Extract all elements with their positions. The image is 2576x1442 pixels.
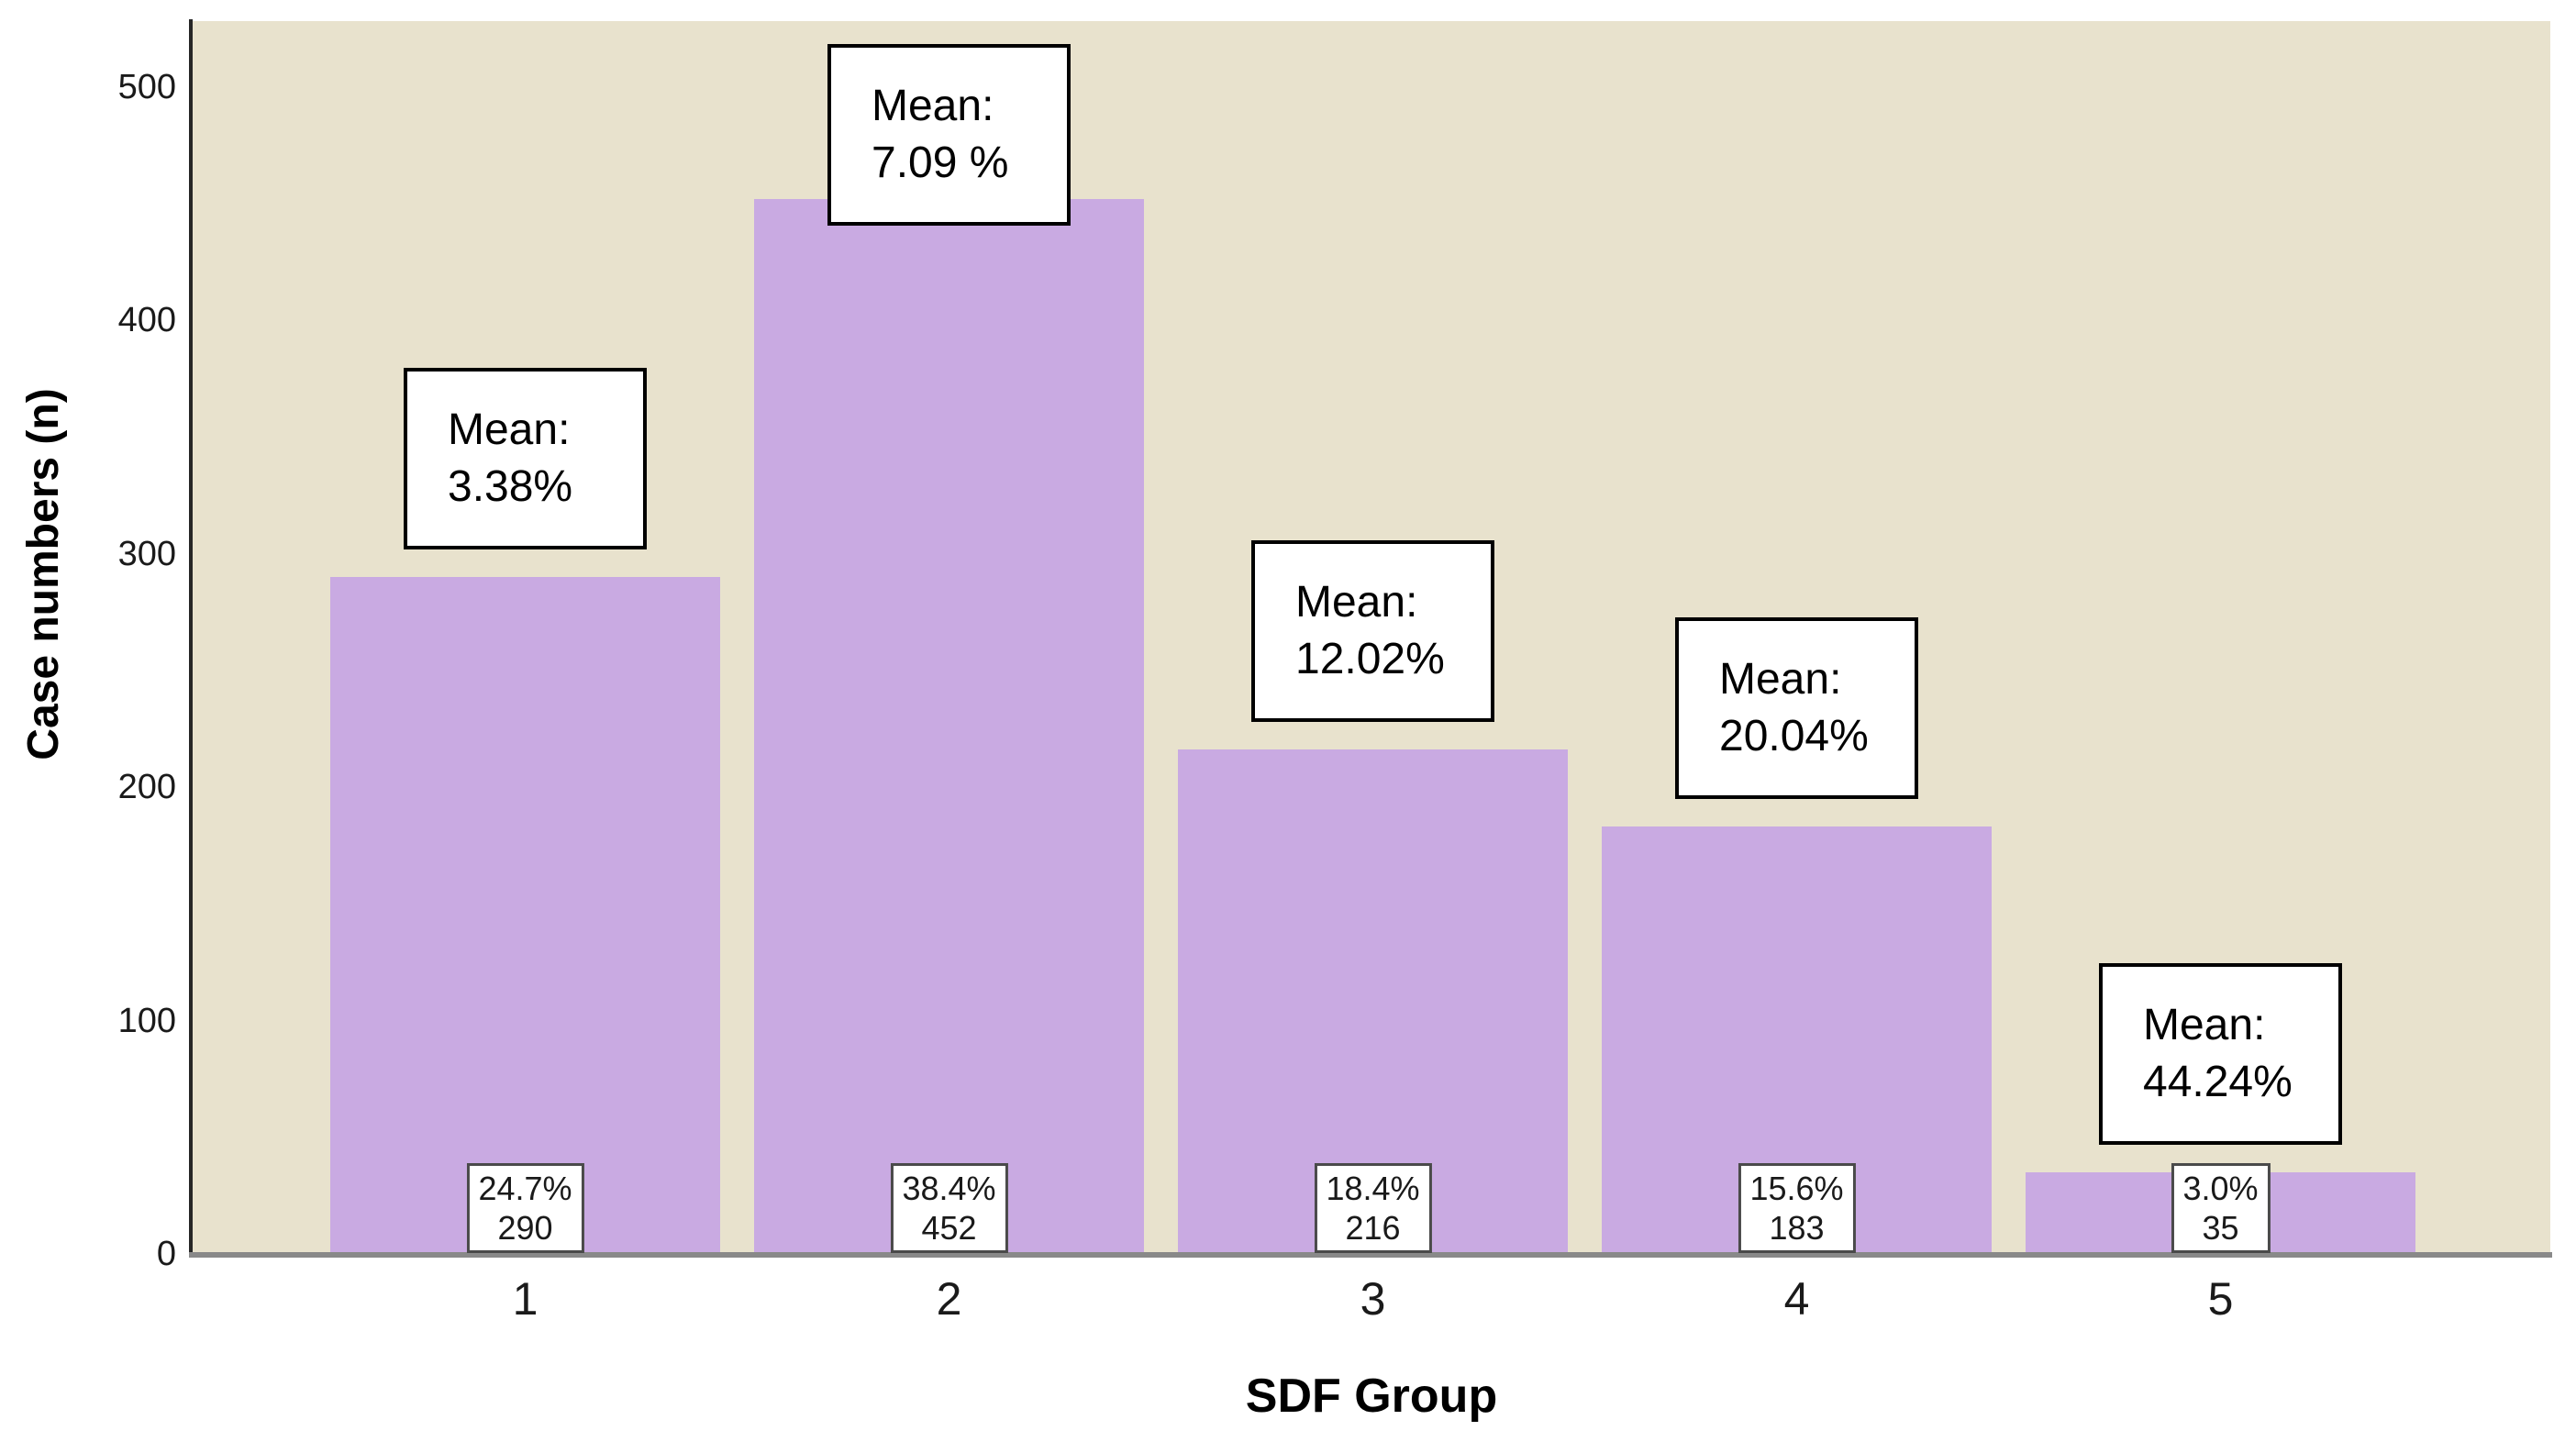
bar-percent-text: 15.6%: [1749, 1170, 1844, 1207]
x-category-label: 2: [936, 1273, 962, 1325]
y-tick-label: 200: [117, 768, 176, 807]
y-axis-line: [189, 19, 193, 1255]
bar-count-label: 38.4% 452: [890, 1163, 1008, 1253]
mean-annotation: Mean: 44.24%: [2099, 962, 2342, 1145]
bar-percent-text: 38.4%: [902, 1170, 996, 1207]
mean-annotation-value: 7.09 %: [872, 139, 1009, 187]
mean-annotation-value: 12.02%: [1295, 635, 1445, 684]
y-tick-label: 500: [117, 68, 176, 106]
x-category-label: 3: [1360, 1273, 1386, 1325]
bar-count-label: 15.6% 183: [1738, 1163, 1856, 1253]
bar-count-label: 24.7% 290: [466, 1163, 584, 1253]
y-tick-label: 300: [117, 534, 176, 573]
bar-n-text: 452: [921, 1209, 977, 1247]
mean-annotation: Mean: 12.02%: [1251, 540, 1494, 723]
mean-annotation: Mean: 7.09 %: [827, 44, 1071, 226]
x-axis-title: SDF Group: [1245, 1370, 1498, 1423]
x-category-label: 5: [2207, 1273, 2234, 1325]
mean-annotation-title: Mean:: [872, 82, 994, 130]
mean-annotation-value: 44.24%: [2143, 1057, 2293, 1106]
mean-annotation-title: Mean:: [1295, 578, 1418, 627]
bar-percent-text: 24.7%: [478, 1170, 572, 1207]
mean-annotation-value: 3.38%: [448, 462, 573, 512]
mean-annotation-title: Mean:: [2143, 1000, 2266, 1049]
bar-n-text: 290: [497, 1209, 553, 1247]
mean-annotation-value: 20.04%: [1719, 712, 1869, 761]
y-tick-label: 400: [117, 301, 176, 340]
mean-annotation: Mean: 3.38%: [404, 368, 647, 550]
y-tick-label: 0: [156, 1235, 176, 1273]
bar-n-text: 183: [1769, 1209, 1825, 1247]
y-tick-label: 100: [117, 1001, 176, 1040]
bar: [754, 199, 1144, 1254]
x-axis-line: [189, 1252, 2552, 1258]
bar-count-label: 18.4% 216: [1314, 1163, 1432, 1253]
bar-count-label: 3.0% 35: [2171, 1163, 2271, 1253]
bar-n-text: 35: [2202, 1209, 2239, 1247]
mean-annotation: Mean: 20.04%: [1675, 617, 1918, 800]
bar-percent-text: 18.4%: [1326, 1170, 1420, 1207]
mean-annotation-title: Mean:: [448, 405, 571, 455]
mean-annotation-title: Mean:: [1719, 655, 1842, 704]
x-category-label: 1: [512, 1273, 539, 1325]
x-category-label: 4: [1783, 1273, 1810, 1325]
bar-n-text: 216: [1345, 1209, 1401, 1247]
bar-percent-text: 3.0%: [2182, 1170, 2259, 1207]
bar: [330, 577, 720, 1254]
